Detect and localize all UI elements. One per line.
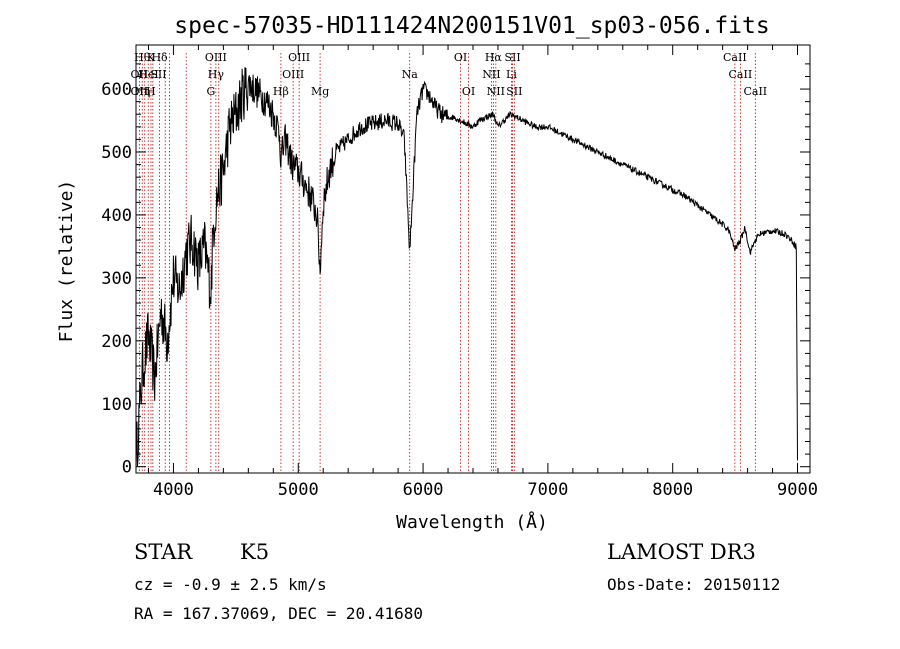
line-label: CaII xyxy=(729,68,753,81)
observation-date: Obs-Date: 20150112 xyxy=(607,575,781,594)
line-label: SII xyxy=(504,51,520,64)
line-label: Hη xyxy=(134,85,150,98)
coordinates: RA = 167.37069, DEC = 20.41680 xyxy=(134,604,423,623)
line-label: Hθ xyxy=(134,51,151,64)
line-label: SII xyxy=(150,68,166,81)
x-tick-label: 9000 xyxy=(777,480,818,500)
line-label: OIII xyxy=(288,51,310,64)
x-tick-label: 8000 xyxy=(652,480,693,500)
line-label: H xyxy=(146,85,156,98)
plot-area xyxy=(135,67,798,467)
line-label: OIII xyxy=(282,68,304,81)
x-axis-label: Wavelength (Å) xyxy=(396,511,548,533)
line-label: Mg xyxy=(311,85,329,98)
x-tick-label: 5000 xyxy=(278,480,319,500)
line-label: HeI xyxy=(138,68,158,81)
x-tick-label: 4000 xyxy=(153,480,194,500)
line-label: OII xyxy=(131,68,149,81)
y-tick-label: 300 xyxy=(101,269,132,289)
line-label: CaII xyxy=(723,51,747,64)
survey-name: LAMOST DR3 xyxy=(607,540,756,564)
spectral-subclass: K5 xyxy=(240,540,270,564)
line-label: OI xyxy=(454,51,467,64)
line-label: K xyxy=(147,51,156,64)
x-tick-label: 7000 xyxy=(527,480,568,500)
y-tick-label: 500 xyxy=(101,143,132,163)
line-label: NII xyxy=(482,68,500,81)
y-tick-label: 100 xyxy=(101,395,132,415)
line-label: Hβ xyxy=(273,85,289,98)
y-tick-label: 400 xyxy=(101,206,132,226)
line-label: CaII xyxy=(743,85,767,98)
line-label: OI xyxy=(462,85,475,98)
redshift-cz: cz = -0.9 ± 2.5 km/s xyxy=(134,575,327,594)
line-label: Na xyxy=(402,68,419,81)
y-tick-label: 200 xyxy=(101,332,132,352)
y-tick-label: 600 xyxy=(101,80,132,100)
line-label: SII xyxy=(506,85,522,98)
line-label: OII xyxy=(131,85,149,98)
line-label: Hα xyxy=(485,51,503,64)
line-label: Hγ xyxy=(208,68,225,81)
line-label: OIII xyxy=(205,51,227,64)
y-axis-label: Flux (relative) xyxy=(56,180,77,343)
chart-title: spec-57035-HD111424N200151V01_sp03-056.f… xyxy=(174,13,769,39)
line-label: NII xyxy=(487,85,505,98)
object-class: STAR xyxy=(134,540,193,564)
axes: 4000 5000 6000 7000 8000 9000 0 100 200 300 400 500… xyxy=(101,44,818,500)
line-label: Hδ xyxy=(151,51,168,64)
line-label: G xyxy=(206,85,215,98)
x-tick-label: 6000 xyxy=(403,480,444,500)
spectrum-line xyxy=(135,67,798,467)
y-tick-label: 0 xyxy=(122,458,132,478)
line-label: Li xyxy=(506,68,517,81)
